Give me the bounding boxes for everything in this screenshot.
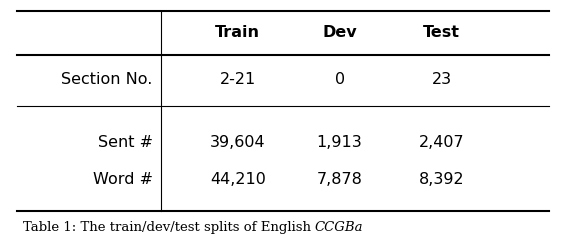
Text: Dev: Dev xyxy=(322,25,357,40)
Text: 39,604: 39,604 xyxy=(210,135,265,150)
Text: Word #: Word # xyxy=(93,172,153,187)
Text: 0: 0 xyxy=(335,72,345,87)
Text: Train: Train xyxy=(215,25,260,40)
Text: 2,407: 2,407 xyxy=(419,135,464,150)
Text: Sent #: Sent # xyxy=(98,135,153,150)
Text: CCGBa: CCGBa xyxy=(315,221,363,234)
Text: Test: Test xyxy=(423,25,460,40)
Text: 2-21: 2-21 xyxy=(220,72,256,87)
Text: 8,392: 8,392 xyxy=(419,172,464,187)
Text: Table 1: The train/dev/test splits of English: Table 1: The train/dev/test splits of En… xyxy=(23,221,315,234)
Text: 7,878: 7,878 xyxy=(316,172,363,187)
Text: 44,210: 44,210 xyxy=(210,172,265,187)
Text: Section No.: Section No. xyxy=(62,72,153,87)
Text: 23: 23 xyxy=(431,72,452,87)
Text: 1,913: 1,913 xyxy=(317,135,362,150)
